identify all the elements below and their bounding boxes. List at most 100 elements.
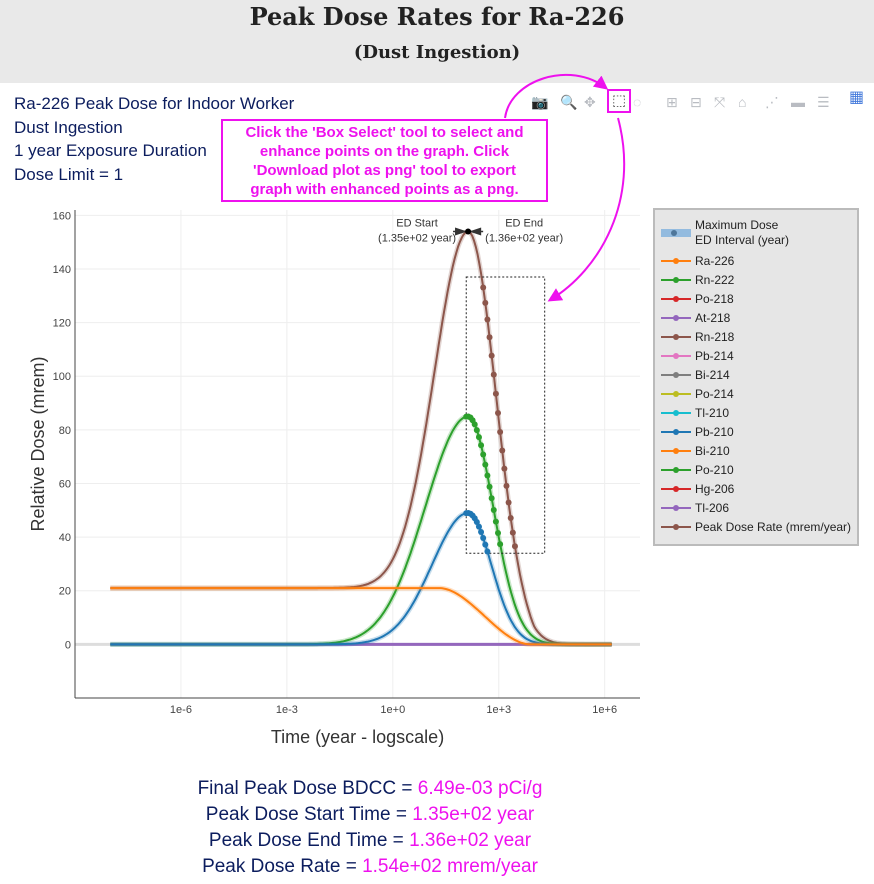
reset-axes-tool[interactable]: ⌂ [738,94,746,110]
enhanced-point[interactable] [463,510,470,517]
enhanced-point[interactable] [501,465,508,472]
page-subtitle: (Dust Ingestion) [353,42,521,63]
enhanced-point[interactable] [497,541,504,548]
enhanced-point[interactable] [488,352,495,359]
enhanced-point[interactable] [463,413,470,420]
enhanced-point[interactable] [490,506,497,513]
enhanced-point[interactable] [495,530,502,537]
legend-swatch-ed-interval-year[interactable] [661,229,691,237]
callout-line-4: graph with enhanced points as a png. [250,181,519,198]
enhanced-point[interactable] [471,421,478,428]
hover-closest-tool[interactable]: ▬ [791,94,805,110]
enhanced-point[interactable] [486,483,493,490]
enhanced-point[interactable] [467,510,474,517]
enhanced-point[interactable] [469,512,476,519]
enhanced-point[interactable] [475,523,482,530]
x-tick-label: 1e-3 [276,704,298,716]
info-line-dose-limit: Dose Limit = 1 [14,164,124,184]
selection-box[interactable] [465,276,546,554]
legend-item-po-218[interactable]: Po-218 [695,292,734,306]
callout-arrow-to-box [547,117,626,302]
series-halo-peak-dose-rate-mrem-year- [110,229,612,647]
legend-swatch-dot-po-210 [673,467,679,473]
enhanced-point[interactable] [482,541,489,548]
legend-item-bi-210[interactable]: Bi-210 [695,444,730,458]
zoom-in-icon: ⊞ [666,94,678,110]
max-dose-marker[interactable] [465,228,472,235]
enhanced-point[interactable] [495,409,502,416]
enhanced-point[interactable] [465,510,472,517]
enhanced-point[interactable] [471,515,478,522]
ed-start-arrow [455,227,468,236]
enhanced-point[interactable] [492,390,499,397]
legend-item-po-214[interactable]: Po-214 [695,387,734,401]
enhanced-point[interactable] [490,371,497,378]
enhanced-point[interactable] [480,451,487,458]
legend-item-po-210[interactable]: Po-210 [695,463,734,477]
enhanced-point[interactable] [482,299,489,306]
enhanced-point[interactable] [482,461,489,468]
info-line-pathway: Dust Ingestion [14,117,123,137]
enhanced-point[interactable] [478,442,485,449]
zoom-out-tool[interactable]: ⊟ [690,94,702,110]
result-dose-rate: Peak Dose Rate = 1.54e+02 mrem/year [0,854,740,880]
enhanced-point[interactable] [484,472,491,479]
plotly-logo-icon: ▦ [849,89,865,106]
enhanced-point[interactable] [503,482,510,489]
spike-lines-tool[interactable]: ⋰ [765,94,779,110]
enhanced-point[interactable] [484,316,491,323]
help-callout: Click the 'Box Select' tool to select an… [221,119,548,202]
result-bdcc: Final Peak Dose BDCC = 6.49e-03 pCi/g [0,776,740,802]
enhanced-point[interactable] [507,515,514,522]
zoom-in-tool[interactable]: ⊞ [666,94,678,110]
legend-item-pb-210[interactable]: Pb-210 [695,425,734,439]
enhanced-point[interactable] [473,519,480,526]
enhanced-point[interactable] [475,434,482,441]
enhanced-point[interactable] [488,495,495,502]
enhanced-point[interactable] [480,284,487,291]
legend-item-maximum-dose[interactable]: Maximum Dose [695,218,779,232]
plotly-logo[interactable]: ▦ [849,90,864,106]
lasso-select-tool[interactable]: ◌ [633,94,641,110]
download-png-tool[interactable]: 📷 [531,94,548,110]
enhanced-point[interactable] [465,413,472,420]
enhanced-point[interactable] [499,447,506,454]
legend-swatch-dot-po-218 [673,296,679,302]
legend-item-bi-214[interactable]: Bi-214 [695,368,730,382]
enhanced-point[interactable] [486,334,493,341]
enhanced-point[interactable] [509,529,516,536]
box-select-tool[interactable]: ⬚ [607,89,631,113]
hover-closest-icon: ▬ [791,94,805,110]
legend-item-at-218[interactable]: At-218 [695,311,731,325]
legend-item-tl-210[interactable]: Tl-210 [695,406,729,420]
legend-item-ed-interval-year[interactable]: ED Interval (year) [695,233,789,247]
zoom-tool[interactable]: 🔍 [560,94,577,110]
ed-start-value: (1.35e+02 year) [378,232,456,244]
enhanced-point[interactable] [484,548,491,555]
enhanced-point[interactable] [511,543,518,550]
enhanced-point[interactable] [469,417,476,424]
enhanced-point[interactable] [505,499,512,506]
enhanced-point[interactable] [467,414,474,421]
enhanced-point[interactable] [478,529,485,536]
enhanced-point[interactable] [497,428,504,435]
legend-item-pb-214[interactable]: Pb-214 [695,349,734,363]
legend-item-ra-226[interactable]: Ra-226 [695,254,735,268]
pan-tool[interactable]: ✥ [584,94,596,110]
chart-info-block: Ra-226 Peak Dose for Indoor Worker Dust … [14,92,294,186]
legend-item-rn-218[interactable]: Rn-218 [695,330,735,344]
autoscale-tool[interactable]: ⤧ [714,94,725,110]
results-block: Final Peak Dose BDCC = 6.49e-03 pCi/g Pe… [0,776,740,880]
legend-swatch-maximum-dose[interactable] [671,230,677,236]
callout-line-2: enhance points on the graph. Click [259,143,510,160]
legend-item-hg-206[interactable]: Hg-206 [695,482,735,496]
legend-item-peak-dose-rate-mrem-year[interactable]: Peak Dose Rate (mrem/year) [695,520,851,534]
legend-item-tl-206[interactable]: Tl-206 [695,501,729,515]
result-bdcc-value: 6.49e-03 pCi/g [417,778,543,799]
legend-item-rn-222[interactable]: Rn-222 [695,273,735,287]
y-tick-label: 160 [53,210,71,222]
enhanced-point[interactable] [492,518,499,525]
hover-compare-tool[interactable]: ☰ [817,94,830,110]
enhanced-point[interactable] [473,427,480,434]
enhanced-point[interactable] [480,535,487,542]
